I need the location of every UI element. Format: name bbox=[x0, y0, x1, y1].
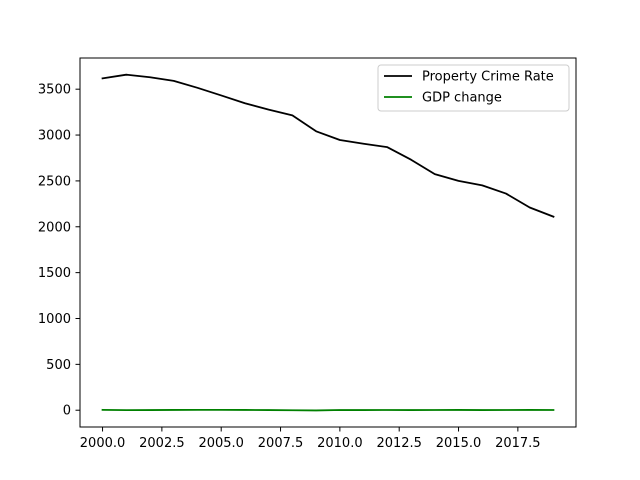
x-tick-label: 2005.0 bbox=[198, 436, 244, 451]
y-tick-label: 500 bbox=[46, 358, 71, 373]
x-tick-label: 2015.0 bbox=[436, 436, 482, 451]
x-tick-label: 2000.0 bbox=[80, 436, 126, 451]
x-tick-label: 2007.5 bbox=[258, 436, 304, 451]
x-tick-label: 2002.5 bbox=[139, 436, 185, 451]
y-tick-label: 3000 bbox=[38, 129, 71, 144]
y-tick-label: 1000 bbox=[38, 312, 71, 327]
x-tick-label: 2012.5 bbox=[376, 436, 422, 451]
y-tick-label: 1500 bbox=[38, 266, 71, 281]
y-tick-label: 3500 bbox=[38, 83, 71, 98]
axes-layer: 2000.0 2002.5 2005.0 2007.5 2010.0 2012.5 2015… bbox=[38, 57, 577, 451]
y-tick-label: 2500 bbox=[38, 174, 71, 189]
plot-frame bbox=[79, 57, 577, 428]
y-tick-label: 2000 bbox=[38, 220, 71, 235]
legend: Property Crime Rate GDP change bbox=[377, 64, 570, 112]
series-line-0 bbox=[101, 73, 555, 218]
x-tick-label: 2017.5 bbox=[495, 436, 541, 451]
legend-label-0: Property Crime Rate bbox=[422, 70, 554, 85]
series-line-1 bbox=[101, 408, 555, 412]
series-layer bbox=[101, 73, 555, 412]
legend-box bbox=[377, 64, 570, 112]
legend-label-1: GDP change bbox=[422, 91, 502, 106]
y-tick-label: 0 bbox=[63, 404, 71, 419]
x-tick-label: 2010.0 bbox=[317, 436, 363, 451]
